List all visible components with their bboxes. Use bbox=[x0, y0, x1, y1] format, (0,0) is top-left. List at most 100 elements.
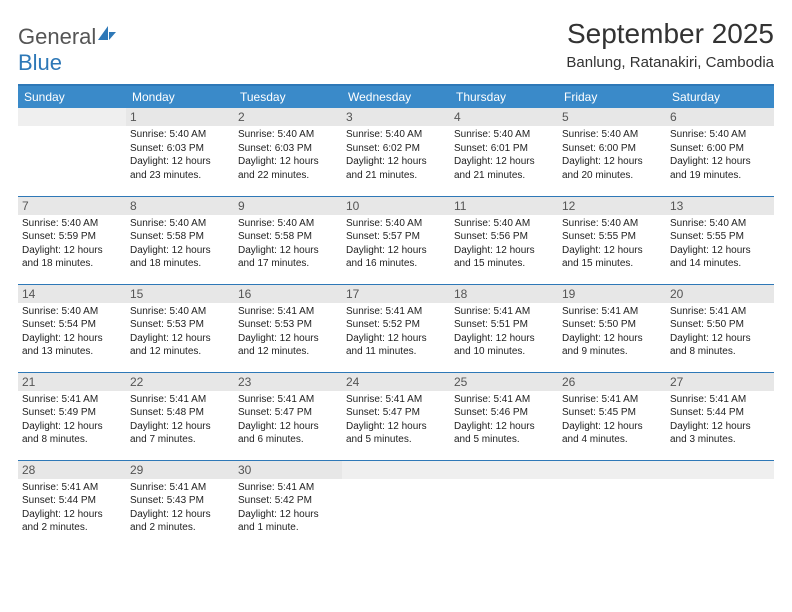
calendar-cell: 23Sunrise: 5:41 AMSunset: 5:47 PMDayligh… bbox=[234, 372, 342, 460]
daylight-text: Daylight: 12 hours and 15 minutes. bbox=[562, 244, 662, 271]
sunrise-text: Sunrise: 5:41 AM bbox=[238, 305, 338, 319]
calendar-cell bbox=[342, 460, 450, 548]
day-header: Wednesday bbox=[342, 85, 450, 108]
calendar-cell bbox=[450, 460, 558, 548]
day-number: 19 bbox=[558, 285, 666, 303]
sunset-text: Sunset: 5:42 PM bbox=[238, 494, 338, 508]
daylight-text: Daylight: 12 hours and 2 minutes. bbox=[22, 508, 122, 535]
sunrise-text: Sunrise: 5:40 AM bbox=[22, 217, 122, 231]
sunset-text: Sunset: 5:45 PM bbox=[562, 406, 662, 420]
sunrise-text: Sunrise: 5:40 AM bbox=[454, 128, 554, 142]
daylight-text: Daylight: 12 hours and 21 minutes. bbox=[346, 155, 446, 182]
day-number: 1 bbox=[126, 108, 234, 126]
day-number: 2 bbox=[234, 108, 342, 126]
calendar-cell: 7 Sunrise: 5:40 AMSunset: 5:59 PMDaylight… bbox=[18, 196, 126, 284]
daylight-text: Daylight: 12 hours and 12 minutes. bbox=[238, 332, 338, 359]
calendar-cell: 6Sunrise: 5:40 AMSunset: 6:00 PMDaylight… bbox=[666, 108, 774, 196]
sunrise-text: Sunrise: 5:40 AM bbox=[346, 128, 446, 142]
location: Banlung, Ratanakiri, Cambodia bbox=[566, 54, 774, 71]
daylight-text: Daylight: 12 hours and 17 minutes. bbox=[238, 244, 338, 271]
daylight-text: Daylight: 12 hours and 7 minutes. bbox=[130, 420, 230, 447]
daylight-text: Daylight: 12 hours and 1 minute. bbox=[238, 508, 338, 535]
sunset-text: Sunset: 5:59 PM bbox=[22, 230, 122, 244]
daylight-text: Daylight: 12 hours and 14 minutes. bbox=[670, 244, 770, 271]
sunset-text: Sunset: 6:03 PM bbox=[238, 142, 338, 156]
daylight-text: Daylight: 12 hours and 8 minutes. bbox=[22, 420, 122, 447]
day-header: Tuesday bbox=[234, 85, 342, 108]
calendar-cell: 12Sunrise: 5:40 AMSunset: 5:55 PMDayligh… bbox=[558, 196, 666, 284]
daylight-text: Daylight: 12 hours and 10 minutes. bbox=[454, 332, 554, 359]
day-number: 18 bbox=[450, 285, 558, 303]
day-number bbox=[666, 461, 774, 479]
sunrise-text: Sunrise: 5:40 AM bbox=[454, 217, 554, 231]
daylight-text: Daylight: 12 hours and 21 minutes. bbox=[454, 155, 554, 182]
daylight-text: Daylight: 12 hours and 19 minutes. bbox=[670, 155, 770, 182]
calendar-cell: 4Sunrise: 5:40 AMSunset: 6:01 PMDaylight… bbox=[450, 108, 558, 196]
day-number: 24 bbox=[342, 373, 450, 391]
header: General Blue September 2025 Banlung, Rat… bbox=[18, 18, 774, 76]
sunrise-text: Sunrise: 5:41 AM bbox=[562, 393, 662, 407]
calendar-cell: 29Sunrise: 5:41 AMSunset: 5:43 PMDayligh… bbox=[126, 460, 234, 548]
day-number: 13 bbox=[666, 197, 774, 215]
calendar-cell: 30Sunrise: 5:41 AMSunset: 5:42 PMDayligh… bbox=[234, 460, 342, 548]
sunset-text: Sunset: 5:48 PM bbox=[130, 406, 230, 420]
calendar-week: 7Sunrise: 5:40 AMSunset: 5:59 PMDaylight… bbox=[18, 196, 774, 284]
calendar-cell: 28Sunrise: 5:41 AMSunset: 5:44 PMDayligh… bbox=[18, 460, 126, 548]
sunset-text: Sunset: 5:47 PM bbox=[346, 406, 446, 420]
calendar-cell: 1Sunrise: 5:40 AMSunset: 6:03 PMDaylight… bbox=[126, 108, 234, 196]
sunset-text: Sunset: 6:00 PM bbox=[562, 142, 662, 156]
daylight-text: Daylight: 12 hours and 22 minutes. bbox=[238, 155, 338, 182]
title-block: September 2025 Banlung, Ratanakiri, Camb… bbox=[566, 18, 774, 71]
sunrise-text: Sunrise: 5:41 AM bbox=[454, 393, 554, 407]
sunset-text: Sunset: 5:50 PM bbox=[562, 318, 662, 332]
sunrise-text: Sunrise: 5:41 AM bbox=[670, 305, 770, 319]
logo-text: General Blue bbox=[18, 24, 118, 76]
sunrise-text: Sunrise: 5:40 AM bbox=[130, 128, 230, 142]
sunset-text: Sunset: 5:52 PM bbox=[346, 318, 446, 332]
day-number: 16 bbox=[234, 285, 342, 303]
day-number: 28 bbox=[18, 461, 126, 479]
logo-main: General bbox=[18, 24, 96, 49]
sunrise-text: Sunrise: 5:40 AM bbox=[670, 128, 770, 142]
day-header: Friday bbox=[558, 85, 666, 108]
calendar-cell: 18 Sunrise: 5:41 AMSunset: 5:51 PMDayligh… bbox=[450, 284, 558, 372]
day-number: 14 bbox=[18, 285, 126, 303]
sunset-text: Sunset: 5:54 PM bbox=[22, 318, 122, 332]
day-number: 12 bbox=[558, 197, 666, 215]
calendar-cell: 21Sunrise: 5:41 AMSunset: 5:49 PMDayligh… bbox=[18, 372, 126, 460]
day-number: 8 bbox=[126, 197, 234, 215]
sunrise-text: Sunrise: 5:41 AM bbox=[238, 393, 338, 407]
daylight-text: Daylight: 12 hours and 11 minutes. bbox=[346, 332, 446, 359]
sunrise-text: Sunrise: 5:40 AM bbox=[130, 217, 230, 231]
daylight-text: Daylight: 12 hours and 18 minutes. bbox=[22, 244, 122, 271]
day-number: 27 bbox=[666, 373, 774, 391]
sunrise-text: Sunrise: 5:40 AM bbox=[238, 128, 338, 142]
calendar-cell: 3Sunrise: 5:40 AMSunset: 6:02 PMDaylight… bbox=[342, 108, 450, 196]
daylight-text: Daylight: 12 hours and 5 minutes. bbox=[454, 420, 554, 447]
calendar-cell: 26Sunrise: 5:41 AMSunset: 5:45 PMDayligh… bbox=[558, 372, 666, 460]
day-number: 22 bbox=[126, 373, 234, 391]
calendar-body: 1Sunrise: 5:40 AMSunset: 6:03 PMDaylight… bbox=[18, 108, 774, 548]
calendar-cell: 5Sunrise: 5:40 AMSunset: 6:00 PMDaylight… bbox=[558, 108, 666, 196]
calendar-cell: 15Sunrise: 5:40 AMSunset: 5:53 PMDayligh… bbox=[126, 284, 234, 372]
sunrise-text: Sunrise: 5:41 AM bbox=[238, 481, 338, 495]
calendar-table: SundayMondayTuesdayWednesdayThursdayFrid… bbox=[18, 84, 774, 548]
sunset-text: Sunset: 5:55 PM bbox=[562, 230, 662, 244]
calendar-cell: 20Sunrise: 5:41 AMSunset: 5:50 PMDayligh… bbox=[666, 284, 774, 372]
sunrise-text: Sunrise: 5:41 AM bbox=[454, 305, 554, 319]
day-number bbox=[18, 108, 126, 126]
calendar-cell: 14Sunrise: 5:40 AMSunset: 5:54 PMDayligh… bbox=[18, 284, 126, 372]
sunrise-text: Sunrise: 5:41 AM bbox=[130, 393, 230, 407]
sunset-text: Sunset: 5:55 PM bbox=[670, 230, 770, 244]
day-number: 5 bbox=[558, 108, 666, 126]
sunset-text: Sunset: 5:51 PM bbox=[454, 318, 554, 332]
calendar-cell: 11Sunrise: 5:40 AMSunset: 5:56 PMDayligh… bbox=[450, 196, 558, 284]
sunrise-text: Sunrise: 5:40 AM bbox=[562, 128, 662, 142]
day-header: Saturday bbox=[666, 85, 774, 108]
calendar-cell: 27Sunrise: 5:41 AMSunset: 5:44 PMDayligh… bbox=[666, 372, 774, 460]
day-number: 7 bbox=[18, 197, 126, 215]
calendar-week: 21Sunrise: 5:41 AMSunset: 5:49 PMDayligh… bbox=[18, 372, 774, 460]
sunrise-text: Sunrise: 5:41 AM bbox=[130, 481, 230, 495]
calendar-cell: 19Sunrise: 5:41 AMSunset: 5:50 PMDayligh… bbox=[558, 284, 666, 372]
sunrise-text: Sunrise: 5:41 AM bbox=[670, 393, 770, 407]
